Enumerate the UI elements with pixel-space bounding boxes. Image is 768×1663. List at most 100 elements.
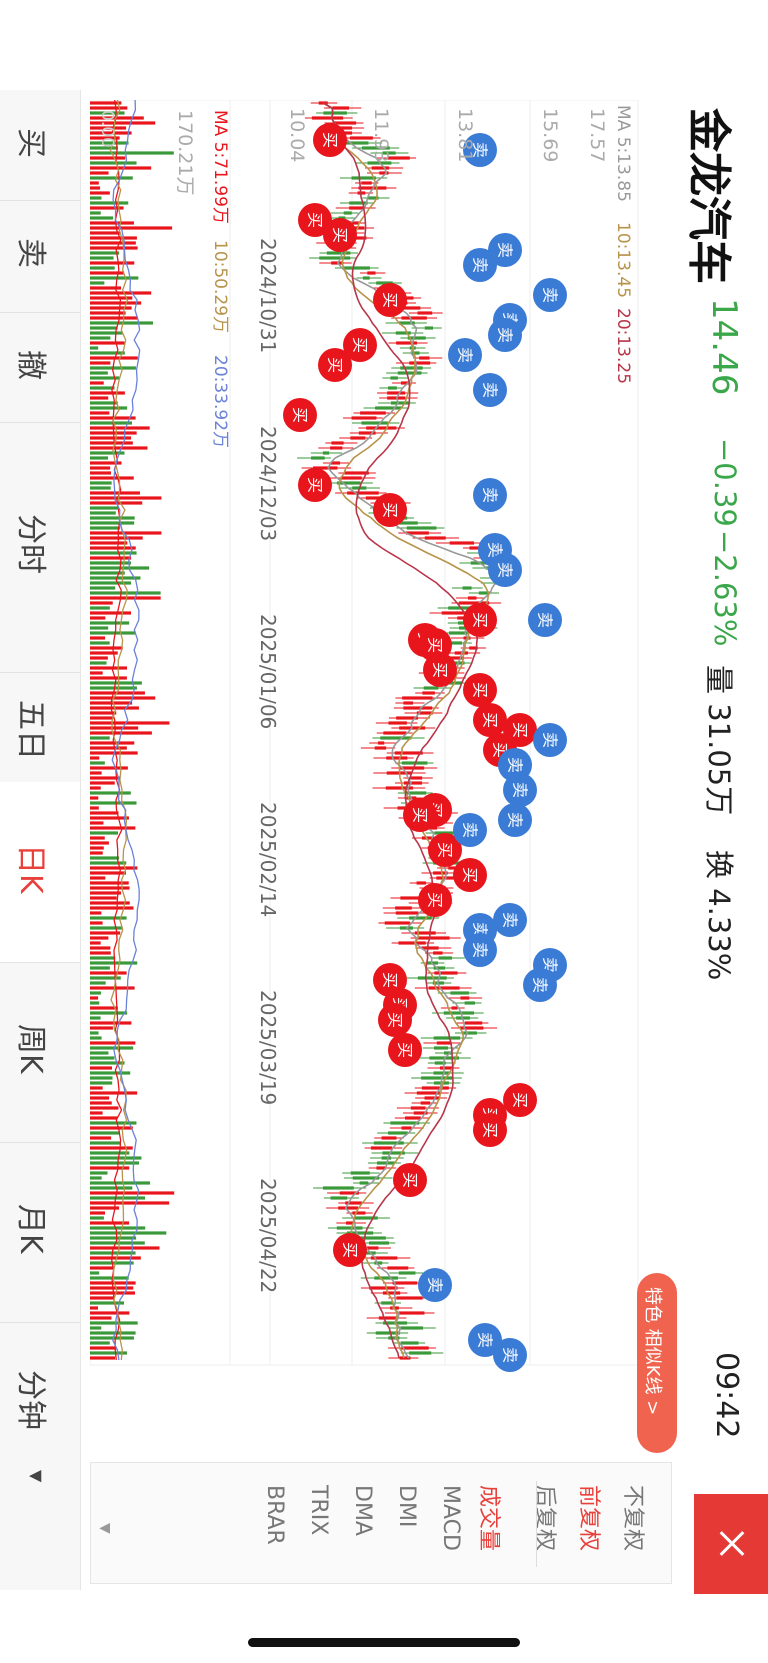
- candle-body: [402, 696, 433, 700]
- volume-bar: [90, 216, 114, 220]
- volume-bar: [90, 281, 105, 285]
- indicator-volume[interactable]: 成交量: [476, 1485, 501, 1552]
- more-indicators-icon[interactable]: ▼: [97, 1523, 113, 1534]
- kline-chart[interactable]: 买买买买买买买买买买买买买买买买买买买买买买买买买买买买买买买卖卖卖卖卖卖卖卖卖…: [90, 100, 680, 1450]
- volume-bar: [90, 601, 113, 605]
- sell-marker: 卖: [448, 338, 482, 372]
- indicator-brar[interactable]: BRAR: [262, 1485, 287, 1545]
- buy-marker: 买: [313, 123, 347, 157]
- sell-marker: 卖: [463, 133, 497, 167]
- sell-marker: 卖: [468, 1323, 502, 1357]
- buy-marker: 买: [393, 1163, 427, 1197]
- candle-body: [421, 836, 435, 840]
- candle-body: [352, 1176, 380, 1180]
- close-button[interactable]: [694, 1494, 768, 1594]
- candle-body: [383, 731, 407, 735]
- volume-bar: [90, 481, 112, 485]
- volume-bar: [90, 611, 131, 615]
- svg-text:买: 买: [401, 1172, 420, 1188]
- candle-body: [395, 911, 419, 915]
- volume-bar: [90, 111, 125, 115]
- volume-bar: [90, 1071, 131, 1075]
- svg-text:买: 买: [471, 682, 490, 698]
- indicator-macd[interactable]: MACD: [438, 1485, 463, 1551]
- indicator-dmi[interactable]: DMI: [394, 1485, 419, 1528]
- volume-bar: [90, 661, 107, 665]
- buy-marker: 买: [453, 858, 487, 892]
- candle-body: [434, 971, 458, 975]
- sell-marker: 卖: [493, 903, 527, 937]
- volume-bar: [90, 1016, 101, 1020]
- svg-text:买: 买: [386, 1012, 405, 1028]
- candle-body: [433, 951, 443, 955]
- volume-bar: [90, 956, 116, 960]
- candle-body: [396, 716, 418, 720]
- svg-text:买: 买: [481, 712, 500, 728]
- volume-bar: [90, 1216, 104, 1220]
- indicator-dma[interactable]: DMA: [350, 1485, 375, 1536]
- candle-body: [359, 1181, 369, 1185]
- svg-text:买: 买: [431, 662, 450, 678]
- volume-bar: [90, 671, 103, 675]
- svg-text:买: 买: [381, 502, 400, 518]
- volume-bar: [90, 856, 120, 860]
- tab-intraday[interactable]: 分时: [0, 422, 80, 673]
- volume-bar: [90, 791, 131, 795]
- candle-body: [396, 341, 417, 345]
- tab-daily-k[interactable]: 日K: [0, 782, 80, 963]
- volume-bar: [90, 696, 156, 700]
- volume-bar: [90, 1061, 125, 1065]
- indicator-trix[interactable]: TRIX: [306, 1485, 331, 1536]
- tab-weekly-k[interactable]: 周K: [0, 962, 80, 1143]
- candle-body: [433, 1071, 450, 1075]
- tab-monthly-k-label: 月K: [13, 1204, 48, 1254]
- candle-body: [403, 706, 433, 710]
- svg-text:卖: 卖: [471, 942, 490, 958]
- svg-text:卖: 卖: [496, 242, 515, 258]
- ma5-line: [322, 102, 497, 1359]
- candle-body: [342, 266, 370, 270]
- indicator-panel: 不复权 前复权 后复权 成交量 MACD DMI DMA TRIX BRAR ▼: [90, 1462, 672, 1584]
- tab-minute[interactable]: 分钟 ▼: [0, 1322, 80, 1590]
- volume-bar: [90, 1181, 151, 1185]
- candle-body: [434, 831, 455, 835]
- volume-bar: [90, 821, 104, 825]
- candle-body: [409, 361, 431, 365]
- candle-body: [379, 171, 389, 175]
- candle-body: [382, 1151, 405, 1155]
- volume-bar: [90, 426, 150, 430]
- similar-kline-button[interactable]: 特色 相似K线 >: [637, 1273, 677, 1453]
- volume-bar: [90, 1041, 136, 1045]
- cancel-tab[interactable]: 撤: [0, 312, 80, 423]
- volume-bar: [90, 891, 122, 895]
- sell-marker: 卖: [473, 373, 507, 407]
- candle-body: [354, 1216, 378, 1220]
- clock-time: 09:42: [709, 1352, 744, 1439]
- volume-bar: [90, 141, 129, 145]
- volume-bar: [90, 546, 136, 550]
- volume-bar: [90, 946, 111, 950]
- volume-bar: [90, 831, 119, 835]
- vol-tick-max: 170.21万: [174, 110, 196, 196]
- buy-marker: 买: [403, 798, 437, 832]
- svg-text:买: 买: [461, 867, 480, 883]
- candle-body: [349, 136, 373, 140]
- volume-bar: [90, 1201, 170, 1205]
- tab-monthly-k[interactable]: 月K: [0, 1142, 80, 1323]
- forward-adjust-option[interactable]: 前复权: [576, 1485, 601, 1552]
- candle-body: [410, 1106, 426, 1110]
- candle-body: [330, 446, 343, 450]
- sell-tab[interactable]: 卖: [0, 200, 80, 313]
- volume-bar: [90, 1076, 113, 1080]
- volume-bar: [90, 391, 125, 395]
- volume-bar: [90, 1291, 136, 1295]
- no-adjust-option[interactable]: 不复权: [620, 1485, 645, 1552]
- volume-bar: [90, 881, 129, 885]
- volume-bar: [90, 776, 120, 780]
- buy-tab[interactable]: 买: [0, 90, 80, 201]
- candle-body: [398, 941, 426, 945]
- volume-bar: [90, 476, 134, 480]
- sell-marker: 卖: [488, 318, 522, 352]
- candle-body: [436, 1041, 452, 1045]
- tab-five-day[interactable]: 五日: [0, 672, 80, 783]
